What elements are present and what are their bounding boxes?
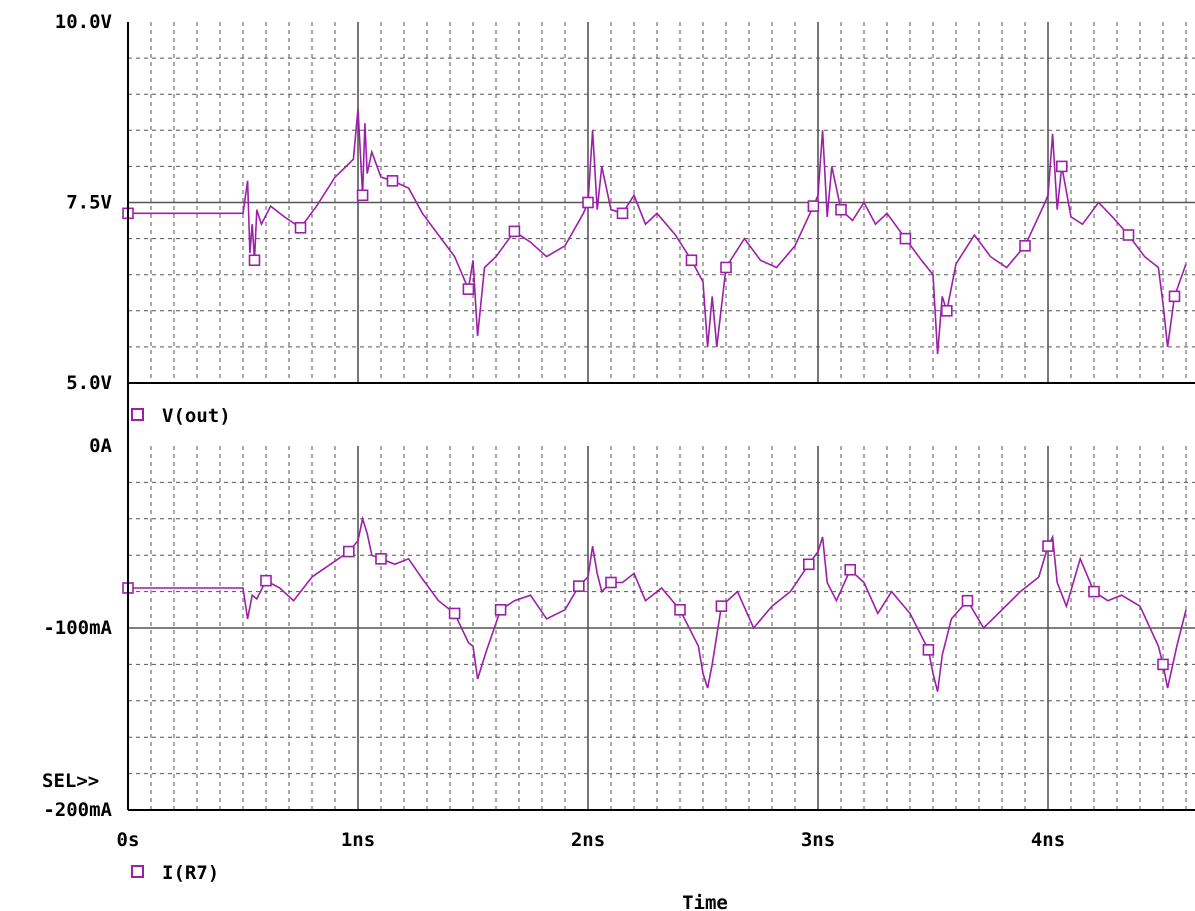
series-line[interactable]	[128, 108, 1187, 355]
series-marker	[1042, 540, 1054, 552]
series-marker	[260, 574, 272, 587]
x-tick-label: 0s	[117, 829, 140, 851]
y-tick-label: 7.5V	[66, 192, 112, 214]
legend-i-r7-label: I(R7)	[162, 862, 219, 884]
series-marker	[961, 594, 974, 607]
series-marker	[248, 254, 261, 267]
sel-marker: SEL>>	[42, 770, 99, 792]
series-marker	[899, 232, 912, 245]
x-tick-label: 2ns	[571, 829, 605, 851]
series-marker	[356, 189, 369, 202]
series-marker	[1157, 658, 1169, 671]
series-marker	[342, 545, 355, 558]
series-marker	[922, 644, 935, 656]
legend-v-out-label: V(out)	[162, 405, 231, 427]
series-i-r7[interactable]	[122, 515, 1187, 692]
plot-frames	[127, 22, 1195, 811]
y-tick-label: -100mA	[43, 617, 112, 639]
series-marker	[715, 600, 728, 612]
series-marker	[494, 603, 507, 616]
series-marker	[616, 207, 629, 220]
series-marker	[1168, 290, 1181, 303]
x-tick-label: 3ns	[801, 829, 835, 851]
series-marker	[940, 304, 953, 317]
series-marker	[508, 225, 521, 238]
series-marker	[572, 580, 585, 592]
series-marker	[448, 607, 461, 620]
legend-i-r7[interactable]: I(R7)	[131, 862, 219, 884]
grid-voltage-plot	[128, 22, 1195, 383]
series-v-out[interactable]	[122, 108, 1187, 355]
series-marker	[1122, 229, 1135, 241]
series-marker	[375, 553, 387, 565]
legend-v-out[interactable]: V(out)	[131, 405, 231, 427]
series-line[interactable]	[128, 515, 1187, 692]
y-ticks-voltage: 5.0V 7.5V 10.0V	[55, 11, 112, 394]
series-marker	[294, 221, 307, 234]
x-ticks: 0s 1ns 2ns 3ns 4ns	[117, 829, 1066, 851]
x-tick-label: 4ns	[1031, 829, 1065, 851]
series-marker	[685, 254, 698, 267]
series-marker	[1088, 585, 1100, 598]
y-tick-label: 0A	[89, 435, 112, 457]
series-marker	[605, 576, 617, 589]
y-tick-label: -200mA	[43, 799, 112, 821]
y-ticks-current: -200mA -100mA 0A	[43, 435, 112, 821]
grid-current-plot	[128, 446, 1195, 810]
series-marker	[462, 283, 475, 295]
y-tick-label: 10.0V	[55, 11, 112, 33]
series-marker	[807, 200, 820, 212]
series-marker	[835, 203, 847, 216]
series-marker	[802, 558, 815, 571]
series-marker	[582, 196, 594, 209]
x-axis-label: Time	[682, 892, 728, 911]
series-marker	[720, 261, 732, 274]
series-marker	[1019, 240, 1031, 252]
series-marker	[844, 563, 857, 576]
series-marker	[674, 603, 686, 616]
x-tick-label: 1ns	[341, 829, 375, 851]
series-marker	[386, 175, 399, 187]
series-marker	[1056, 160, 1068, 173]
y-tick-label: 5.0V	[66, 372, 112, 394]
